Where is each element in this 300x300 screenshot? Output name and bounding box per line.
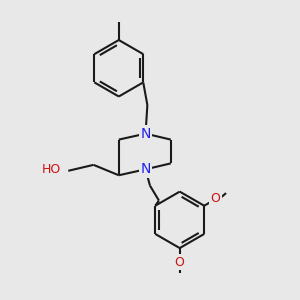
Text: N: N [140, 127, 151, 141]
Text: O: O [174, 256, 184, 268]
Text: N: N [140, 162, 151, 176]
Text: HO: HO [42, 163, 61, 176]
Text: O: O [211, 192, 220, 206]
